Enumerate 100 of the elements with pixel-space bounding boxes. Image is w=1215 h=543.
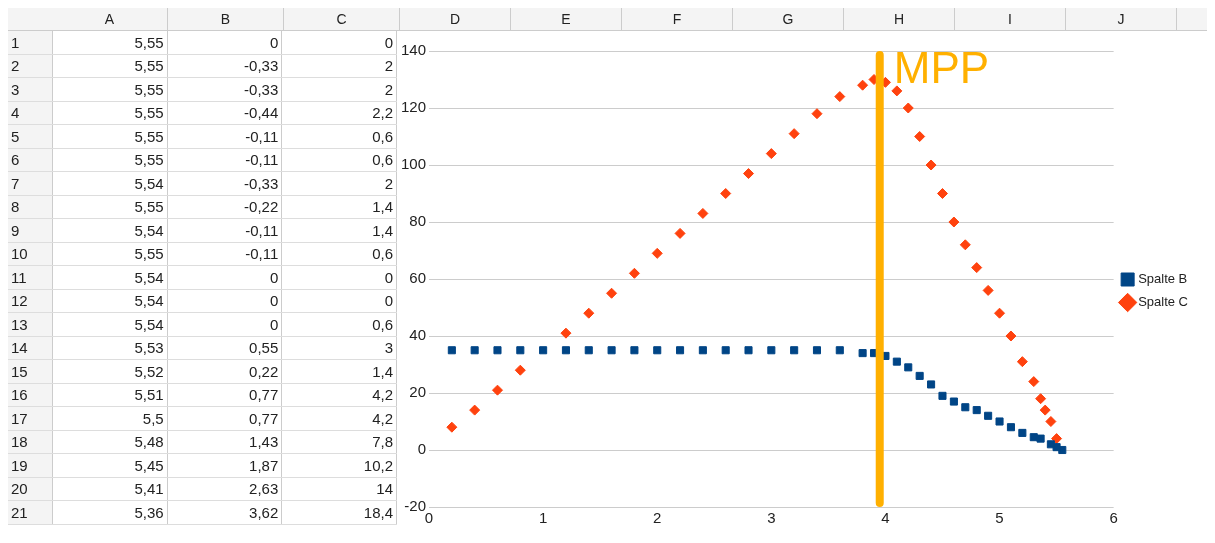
- data-label: 5,52: [52, 359, 168, 383]
- y-tick-label: 5: [8, 124, 53, 148]
- x-tick-label: H: [844, 8, 955, 30]
- data-label: 10,2: [281, 453, 397, 477]
- y-tick-label: 4: [8, 101, 53, 125]
- data-label: 2: [281, 54, 397, 78]
- data-label: 5,55: [52, 148, 168, 172]
- data-label: 5,48: [52, 430, 168, 454]
- point: [1045, 416, 1057, 427]
- x-tick-label: 1: [538, 509, 548, 527]
- data-label: 1,43: [167, 430, 282, 454]
- point: [560, 327, 572, 339]
- point: [904, 363, 913, 372]
- point: [446, 421, 458, 433]
- point: [447, 346, 456, 355]
- data-label: 5,55: [52, 31, 168, 54]
- data-label: 4,2: [281, 383, 397, 407]
- point: [767, 346, 776, 355]
- point: [915, 371, 924, 380]
- data-label: 0,77: [167, 406, 282, 430]
- data-label: 0: [167, 312, 282, 336]
- point: [584, 346, 593, 355]
- x-tick-label: E: [511, 8, 622, 30]
- data-label: 5,41: [52, 477, 168, 501]
- data-label: 2,2: [281, 101, 397, 125]
- x-tick-label: 3: [767, 509, 776, 527]
- x-tick-label: C: [284, 8, 400, 30]
- y-tick-label: 20: [8, 477, 53, 501]
- point: [697, 207, 709, 219]
- point: [628, 267, 640, 279]
- y-tick-label: 6: [8, 148, 53, 172]
- point: [812, 346, 822, 355]
- y-tick-label: 18: [8, 430, 53, 454]
- data-label: 1,4: [281, 359, 397, 383]
- y-tick-label: 2: [8, 54, 53, 78]
- data-label: 2: [281, 171, 397, 195]
- data-label: 0,55: [167, 336, 282, 360]
- y-tick-label: 3: [8, 77, 53, 101]
- y-tick-label: 1: [8, 31, 53, 54]
- point: [972, 406, 981, 415]
- point: [1039, 404, 1051, 416]
- point: [984, 411, 993, 420]
- point: [539, 346, 548, 355]
- y-tick-label: 8: [8, 195, 53, 219]
- data-label: 14: [281, 477, 397, 501]
- point: [1005, 330, 1017, 342]
- data-label: -0,33: [167, 54, 282, 78]
- point: [743, 168, 755, 180]
- data-label: 0: [167, 31, 282, 54]
- point: [469, 404, 481, 416]
- point: [959, 239, 971, 251]
- data-label: 5,51: [52, 383, 168, 407]
- point: [653, 346, 662, 355]
- y-tick-label: 100: [401, 155, 427, 173]
- point: [720, 188, 732, 199]
- point: [493, 346, 502, 355]
- data-label: 5,54: [52, 289, 168, 313]
- data-label: 7,8: [281, 430, 397, 454]
- x-tick-label: F: [622, 8, 733, 30]
- x-tick-label: G: [733, 8, 844, 30]
- point: [1035, 393, 1047, 405]
- point: [835, 346, 844, 355]
- data-label: -0,33: [167, 171, 282, 195]
- point: [1006, 423, 1015, 432]
- data-label: 0,6: [281, 124, 397, 148]
- data-label: 5,54: [52, 312, 168, 336]
- point: [925, 159, 937, 171]
- data-label: 2,63: [167, 477, 282, 501]
- legend-label: Spalte B: [1138, 271, 1188, 287]
- point: [606, 287, 618, 299]
- y-tick-label: 19: [8, 453, 53, 477]
- data-label: 5,55: [52, 77, 168, 101]
- data-label: 0: [281, 265, 397, 289]
- point: [516, 346, 525, 355]
- data-label: 5,54: [52, 171, 168, 195]
- y-tick-label: 10: [8, 242, 53, 266]
- data-label: -0,33: [167, 77, 282, 101]
- data-label: 3,62: [167, 500, 282, 524]
- point: [788, 128, 800, 140]
- data-label: -0,11: [167, 242, 282, 266]
- y-tick-label: 7: [8, 171, 53, 195]
- data-label: 4,2: [281, 406, 397, 430]
- data-label: 5,36: [52, 500, 168, 524]
- y-tick-label: 17: [8, 406, 53, 430]
- point: [982, 284, 994, 296]
- ref-line-label: MPP: [893, 43, 990, 93]
- data-label: 0,6: [281, 148, 397, 172]
- point: [765, 148, 777, 160]
- x-tick-label: J: [1066, 8, 1177, 30]
- point: [1018, 428, 1027, 437]
- y-tick-label: 16: [8, 383, 53, 407]
- point: [1028, 376, 1040, 388]
- point: [811, 108, 823, 120]
- point: [491, 384, 503, 396]
- y-tick-label: -20: [404, 497, 427, 515]
- x-tick-label: 2: [653, 509, 662, 527]
- point: [927, 380, 936, 389]
- data-label: 5,54: [52, 265, 168, 289]
- point: [1029, 433, 1038, 442]
- y-tick-label: 140: [401, 41, 427, 59]
